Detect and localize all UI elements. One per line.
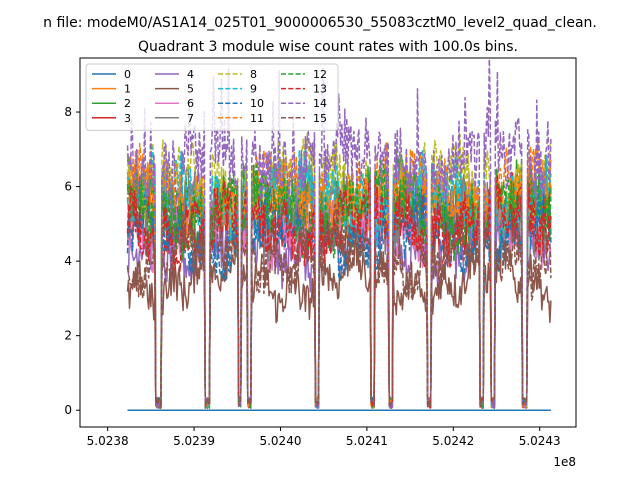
x-axis: 5.0238 5.0239 5.0240 5.0241 5.0242 5.0243 [87, 427, 561, 448]
legend-label-0: 0 [124, 68, 131, 81]
legend-label-9: 9 [250, 83, 257, 96]
chart-suptitle: n file: modeM0/AS1A14_025T01_9000006530_… [43, 15, 597, 31]
x-tick-label: 5.0239 [173, 434, 215, 448]
legend-label-6: 6 [187, 97, 194, 110]
legend-label-15: 15 [313, 112, 327, 125]
y-axis: 0 2 4 6 8 [64, 105, 80, 417]
y-tick-label: 4 [64, 254, 72, 268]
legend-label-1: 1 [124, 83, 131, 96]
legend-box [85, 63, 339, 131]
y-tick-label: 2 [64, 329, 72, 343]
legend-label-7: 7 [187, 112, 194, 125]
x-tick-label: 5.0242 [432, 434, 474, 448]
legend-label-3: 3 [124, 112, 131, 125]
legend-label-13: 13 [313, 83, 327, 96]
chart-title: Quadrant 3 module wise count rates with … [138, 39, 518, 55]
x-offset-label: 1e8 [553, 455, 576, 469]
x-tick-label: 5.0243 [519, 434, 561, 448]
legend-label-10: 10 [250, 97, 264, 110]
series-layer [126, 58, 552, 411]
y-tick-label: 6 [64, 180, 72, 194]
y-tick-label: 8 [64, 105, 72, 119]
y-tick-label: 0 [64, 403, 72, 417]
legend-label-5: 5 [187, 83, 194, 96]
legend-label-2: 2 [124, 97, 131, 110]
legend-label-11: 11 [250, 112, 264, 125]
x-tick-label: 5.0240 [259, 434, 301, 448]
legend-label-4: 4 [187, 68, 194, 81]
legend-label-12: 12 [313, 68, 327, 81]
x-tick-label: 5.0241 [346, 434, 388, 448]
legend-label-14: 14 [313, 97, 327, 110]
plot-frame [79, 57, 577, 428]
legend-label-8: 8 [250, 68, 257, 81]
series-line-15 [126, 204, 552, 409]
x-tick-label: 5.0238 [87, 434, 129, 448]
